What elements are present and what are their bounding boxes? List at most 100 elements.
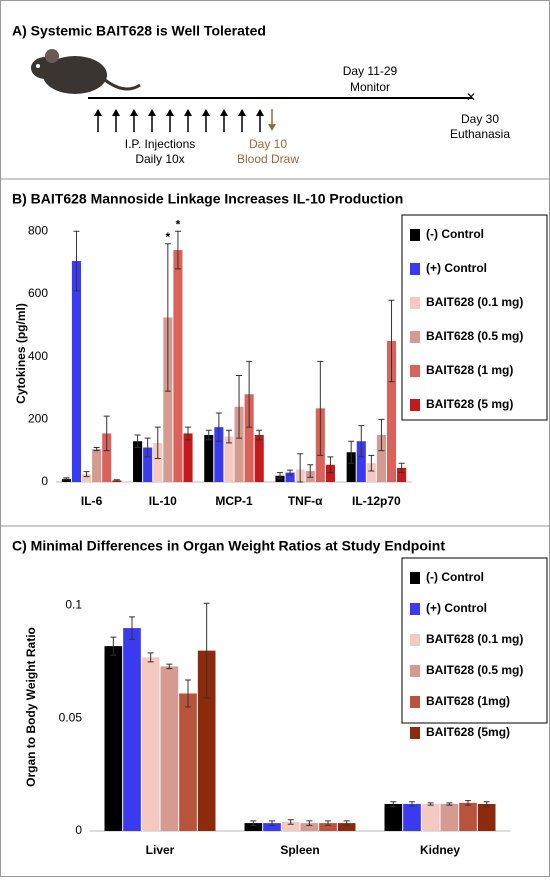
error-bar [307,464,314,478]
label: Daily 10x [135,152,184,166]
error-bar [166,663,173,670]
error-bar [147,652,154,663]
bar [386,340,397,482]
legend-label: (-) Control [426,570,484,584]
error-bar [358,425,365,458]
bar [356,441,366,482]
chart-title: C) Minimal Differences in Organ Weight R… [12,538,445,554]
legend-swatch [410,727,420,739]
bar [346,452,356,482]
label: I.P. Injections [125,137,196,151]
legend-label: BAIT628 (1mg) [426,694,510,708]
panel-title: A) Systemic BAIT628 is Well Tolerated [12,23,266,39]
error-bar [225,429,232,444]
label: Euthanasia [450,127,510,141]
label: Day 30 [461,112,499,126]
bar [319,823,337,831]
legend-label: BAIT628 (0.1 mg) [426,295,523,309]
error-bar [287,819,294,825]
error-bar [327,456,334,474]
y-tick-label: 0 [41,474,48,488]
error-bar [215,412,222,442]
error-bar [236,374,243,439]
error-bar [276,472,283,480]
bar [163,317,173,482]
error-bar [388,299,395,383]
end-mark: ✕ [466,90,476,104]
bar [263,823,281,831]
bar [102,433,112,482]
bar [179,693,197,831]
error-bar [250,820,257,826]
error-bar [256,429,263,441]
error-bar [63,477,70,481]
error-bar [144,437,151,458]
bar [459,802,477,831]
bar [92,449,102,482]
x-tick-label: Kidney [420,843,460,857]
legend-swatch [410,229,420,241]
legend-label: BAIT628 (0.5 mg) [426,329,523,343]
bar [204,434,214,482]
bar [244,823,263,831]
mouse-icon [31,49,141,94]
label: Day 10 [249,137,287,151]
x-tick-label: Liver [146,843,175,857]
annotation: * [176,217,181,231]
bar [376,434,386,482]
bar [254,434,264,482]
error-bar [343,820,350,826]
legend-box [401,214,548,421]
error-bar [73,230,80,292]
error-bar [103,415,110,452]
y-tick-label: 200 [28,411,48,425]
error-bar [269,820,275,826]
error-bar [246,360,253,428]
error-bar [185,679,191,708]
chart-title: B) BAIT628 Mannoside Linkage Increases I… [12,191,403,207]
legend-swatch [410,696,420,708]
legend-swatch [410,297,420,309]
error-bar [83,471,90,478]
legend-swatch [410,603,420,615]
error-bar [483,801,490,807]
legend-swatch [410,665,420,677]
bar [281,821,300,831]
bar [153,442,163,482]
error-bar [306,820,313,826]
x-tick-label: Spleen [280,843,319,857]
y-tick-label: 800 [28,223,48,237]
legend-swatch [410,331,420,343]
legend-swatch [410,399,420,411]
error-bar [398,462,405,474]
error-bar [129,616,135,640]
legend-label: (+) Control [426,601,487,615]
error-bar [317,360,324,456]
bar [160,666,179,831]
bar [477,803,496,831]
legend-swatch [410,263,420,275]
legend-label: BAIT628 (5mg) [426,725,510,739]
bar [366,463,376,482]
bar [337,823,356,831]
x-tick-label: IL-12p70 [352,494,401,508]
error-bar [390,801,397,807]
error-bar [368,454,375,472]
x-tick-label: TNF-α [288,494,323,508]
legend-label: BAIT628 (5 mg) [426,397,513,411]
bar [214,427,224,482]
bar [197,650,216,831]
x-tick-label: IL-6 [81,494,103,508]
y-tick-label: 400 [28,349,48,363]
bar [104,646,123,831]
legend-swatch [410,572,420,584]
bar [300,823,319,831]
legend-label: BAIT628 (1 mg) [426,363,513,377]
bar [440,803,459,831]
label: Day 11-29 [343,64,398,78]
error-bar [348,440,355,464]
error-bar [446,802,453,806]
